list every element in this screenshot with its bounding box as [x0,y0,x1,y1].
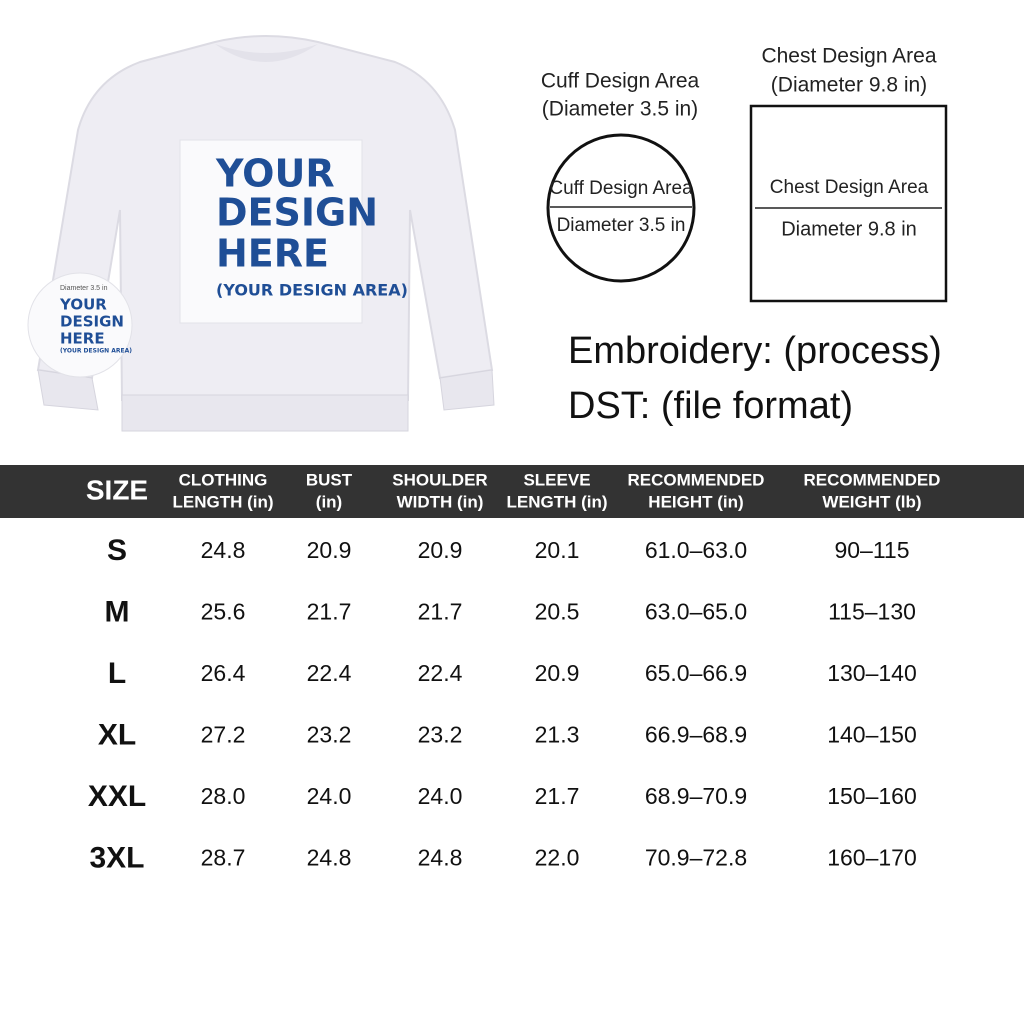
value-cell: 22.0 [535,845,580,871]
value-cell: 20.5 [535,599,580,625]
value-cell: 115–130 [828,599,916,625]
value-cell: 23.2 [418,722,463,748]
header-cell: RECOMMENDED [628,470,765,489]
value-cell: 66.9–68.9 [645,722,747,748]
value-cell: 20.9 [535,660,580,686]
header-cell: CLOTHING [179,470,268,489]
value-cell: 140–150 [827,722,917,748]
design-text: DESIGN [216,191,378,235]
header-cell: (in) [316,492,342,511]
value-cell: 25.6 [201,599,246,625]
value-cell: 26.4 [201,660,246,686]
hem [121,394,409,432]
header-cell: RECOMMENDED [804,470,941,489]
value-cell: 24.8 [201,537,246,563]
value-cell: 20.1 [535,537,580,563]
process-text: DST: (file format) [568,385,853,427]
header-cell: WIDTH (in) [397,492,484,511]
value-cell: 150–160 [827,783,917,809]
value-cell: 21.7 [535,783,580,809]
header-cell: LENGTH (in) [506,492,607,511]
value-cell: 24.8 [307,845,352,871]
size-cell: 3XL [89,841,144,874]
header-cell: LENGTH (in) [172,492,273,511]
header-cell: BUST [306,470,353,489]
value-cell: 22.4 [418,660,463,686]
cuff-inner-label: Cuff Design Area [549,178,693,199]
collar [215,44,318,62]
header-cell: SLEEVE [523,470,590,489]
value-cell: 70.9–72.8 [645,845,747,871]
table-header-band [0,465,1024,518]
value-cell: 28.7 [201,845,246,871]
value-cell: 68.9–70.9 [645,783,747,809]
value-cell: 27.2 [201,722,246,748]
design-area [179,139,363,324]
header-cell: SHOULDER [392,470,487,489]
chest-inner-size: Diameter 9.8 in [781,218,917,240]
value-cell: 160–170 [827,845,917,871]
cuff-circle [546,133,696,283]
size-cell: XL [98,718,136,751]
chest-inner-label: Chest Design Area [770,177,929,198]
header-cell: WEIGHT (lb) [822,492,921,511]
sleeve-patch [27,272,133,378]
chest-square [749,104,948,303]
size-cell: M [105,595,130,628]
value-cell: 24.8 [418,845,463,871]
design-area-text: (YOUR DESIGN AREA) [216,281,408,300]
value-cell: 63.0–65.0 [645,599,747,625]
cuff-title: Cuff Design Area [541,70,700,93]
value-cell: 61.0–63.0 [645,537,747,563]
right-cuff [439,369,495,411]
sleeve-text: HERE [60,330,105,348]
value-cell: 23.2 [307,722,352,748]
value-cell: 21.7 [418,599,463,625]
header-cell: SIZE [86,474,148,505]
sleeve-area-text: (YOUR DESIGN AREA) [60,348,132,355]
chest-title: Chest Design Area [761,45,936,68]
process-text: Embroidery: (process) [568,330,942,372]
value-cell: 65.0–66.9 [645,660,747,686]
chest-subtitle: (Diameter 9.8 in) [771,74,927,97]
header-cell: HEIGHT (in) [648,492,743,511]
cuff-subtitle: (Diameter 3.5 in) [542,98,698,121]
sweatshirt: YOUR DESIGN HERE (YOUR DESIGN AREA) Diam… [27,35,495,432]
value-cell: 90–115 [834,537,909,563]
size-cell: XXL [88,780,146,813]
size-cell: S [107,534,127,567]
cuff-inner-size: Diameter 3.5 in [557,215,686,236]
value-cell: 20.9 [307,537,352,563]
value-cell: 22.4 [307,660,352,686]
value-cell: 21.7 [307,599,352,625]
size-table: SIZE CLOTHING LENGTH (in) BUST (in) SHOULDER W… [86,470,941,874]
design-text: HERE [216,232,329,276]
size-cell: L [108,657,126,690]
design-text: YOUR [215,152,335,196]
value-cell: 20.9 [418,537,463,563]
value-cell: 24.0 [418,783,463,809]
value-cell: 28.0 [201,783,246,809]
value-cell: 21.3 [535,722,580,748]
value-cell: 24.0 [307,783,352,809]
sleeve-caption: Diameter 3.5 in [60,285,108,292]
sleeve-text: DESIGN [60,313,124,331]
value-cell: 130–140 [827,660,917,686]
sleeve-text: YOUR [59,296,107,314]
